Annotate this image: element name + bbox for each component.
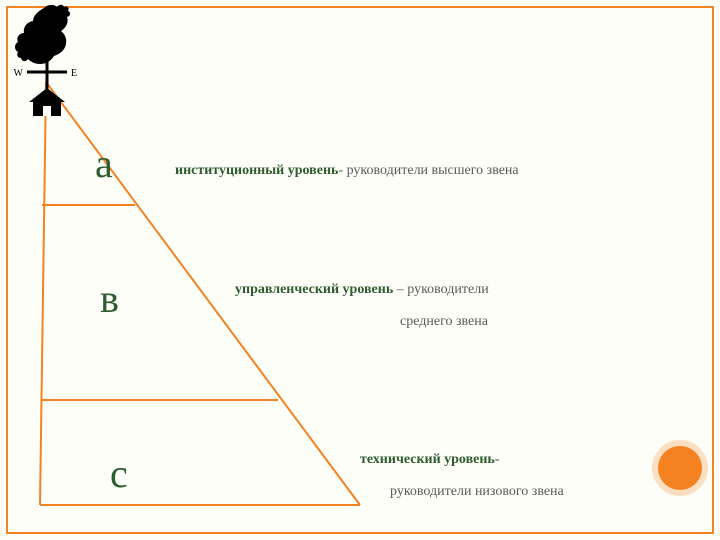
level-b-text: управленческий уровень – руководители xyxy=(235,282,489,298)
svg-text:E: E xyxy=(71,68,77,79)
level-c-rest: - xyxy=(495,452,500,467)
level-b-line2: среднего звена xyxy=(400,314,488,330)
level-c-line2: руководители низового звена xyxy=(390,484,564,500)
svg-text:S: S xyxy=(44,42,50,53)
level-b-rest: – руководители xyxy=(393,282,488,297)
accent-circle-icon xyxy=(658,446,702,490)
level-a-text: институционный уровень- руководители выс… xyxy=(175,163,519,179)
level-c-letter: с xyxy=(110,450,128,497)
level-a-letter: а xyxy=(95,140,113,187)
weathervane-icon: S N E W xyxy=(2,2,92,122)
svg-text:W: W xyxy=(14,68,24,79)
level-c-bold: технический уровень xyxy=(360,452,495,467)
level-a-bold: институционный уровень xyxy=(175,163,338,178)
level-b-bold: управленческий уровень xyxy=(235,282,393,297)
level-a-rest: - руководители высшего звена xyxy=(338,163,518,178)
level-c-text: технический уровень- xyxy=(360,452,500,468)
level-b-letter: в xyxy=(100,275,119,322)
